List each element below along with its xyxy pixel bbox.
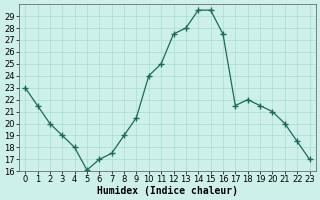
X-axis label: Humidex (Indice chaleur): Humidex (Indice chaleur) bbox=[97, 186, 238, 196]
